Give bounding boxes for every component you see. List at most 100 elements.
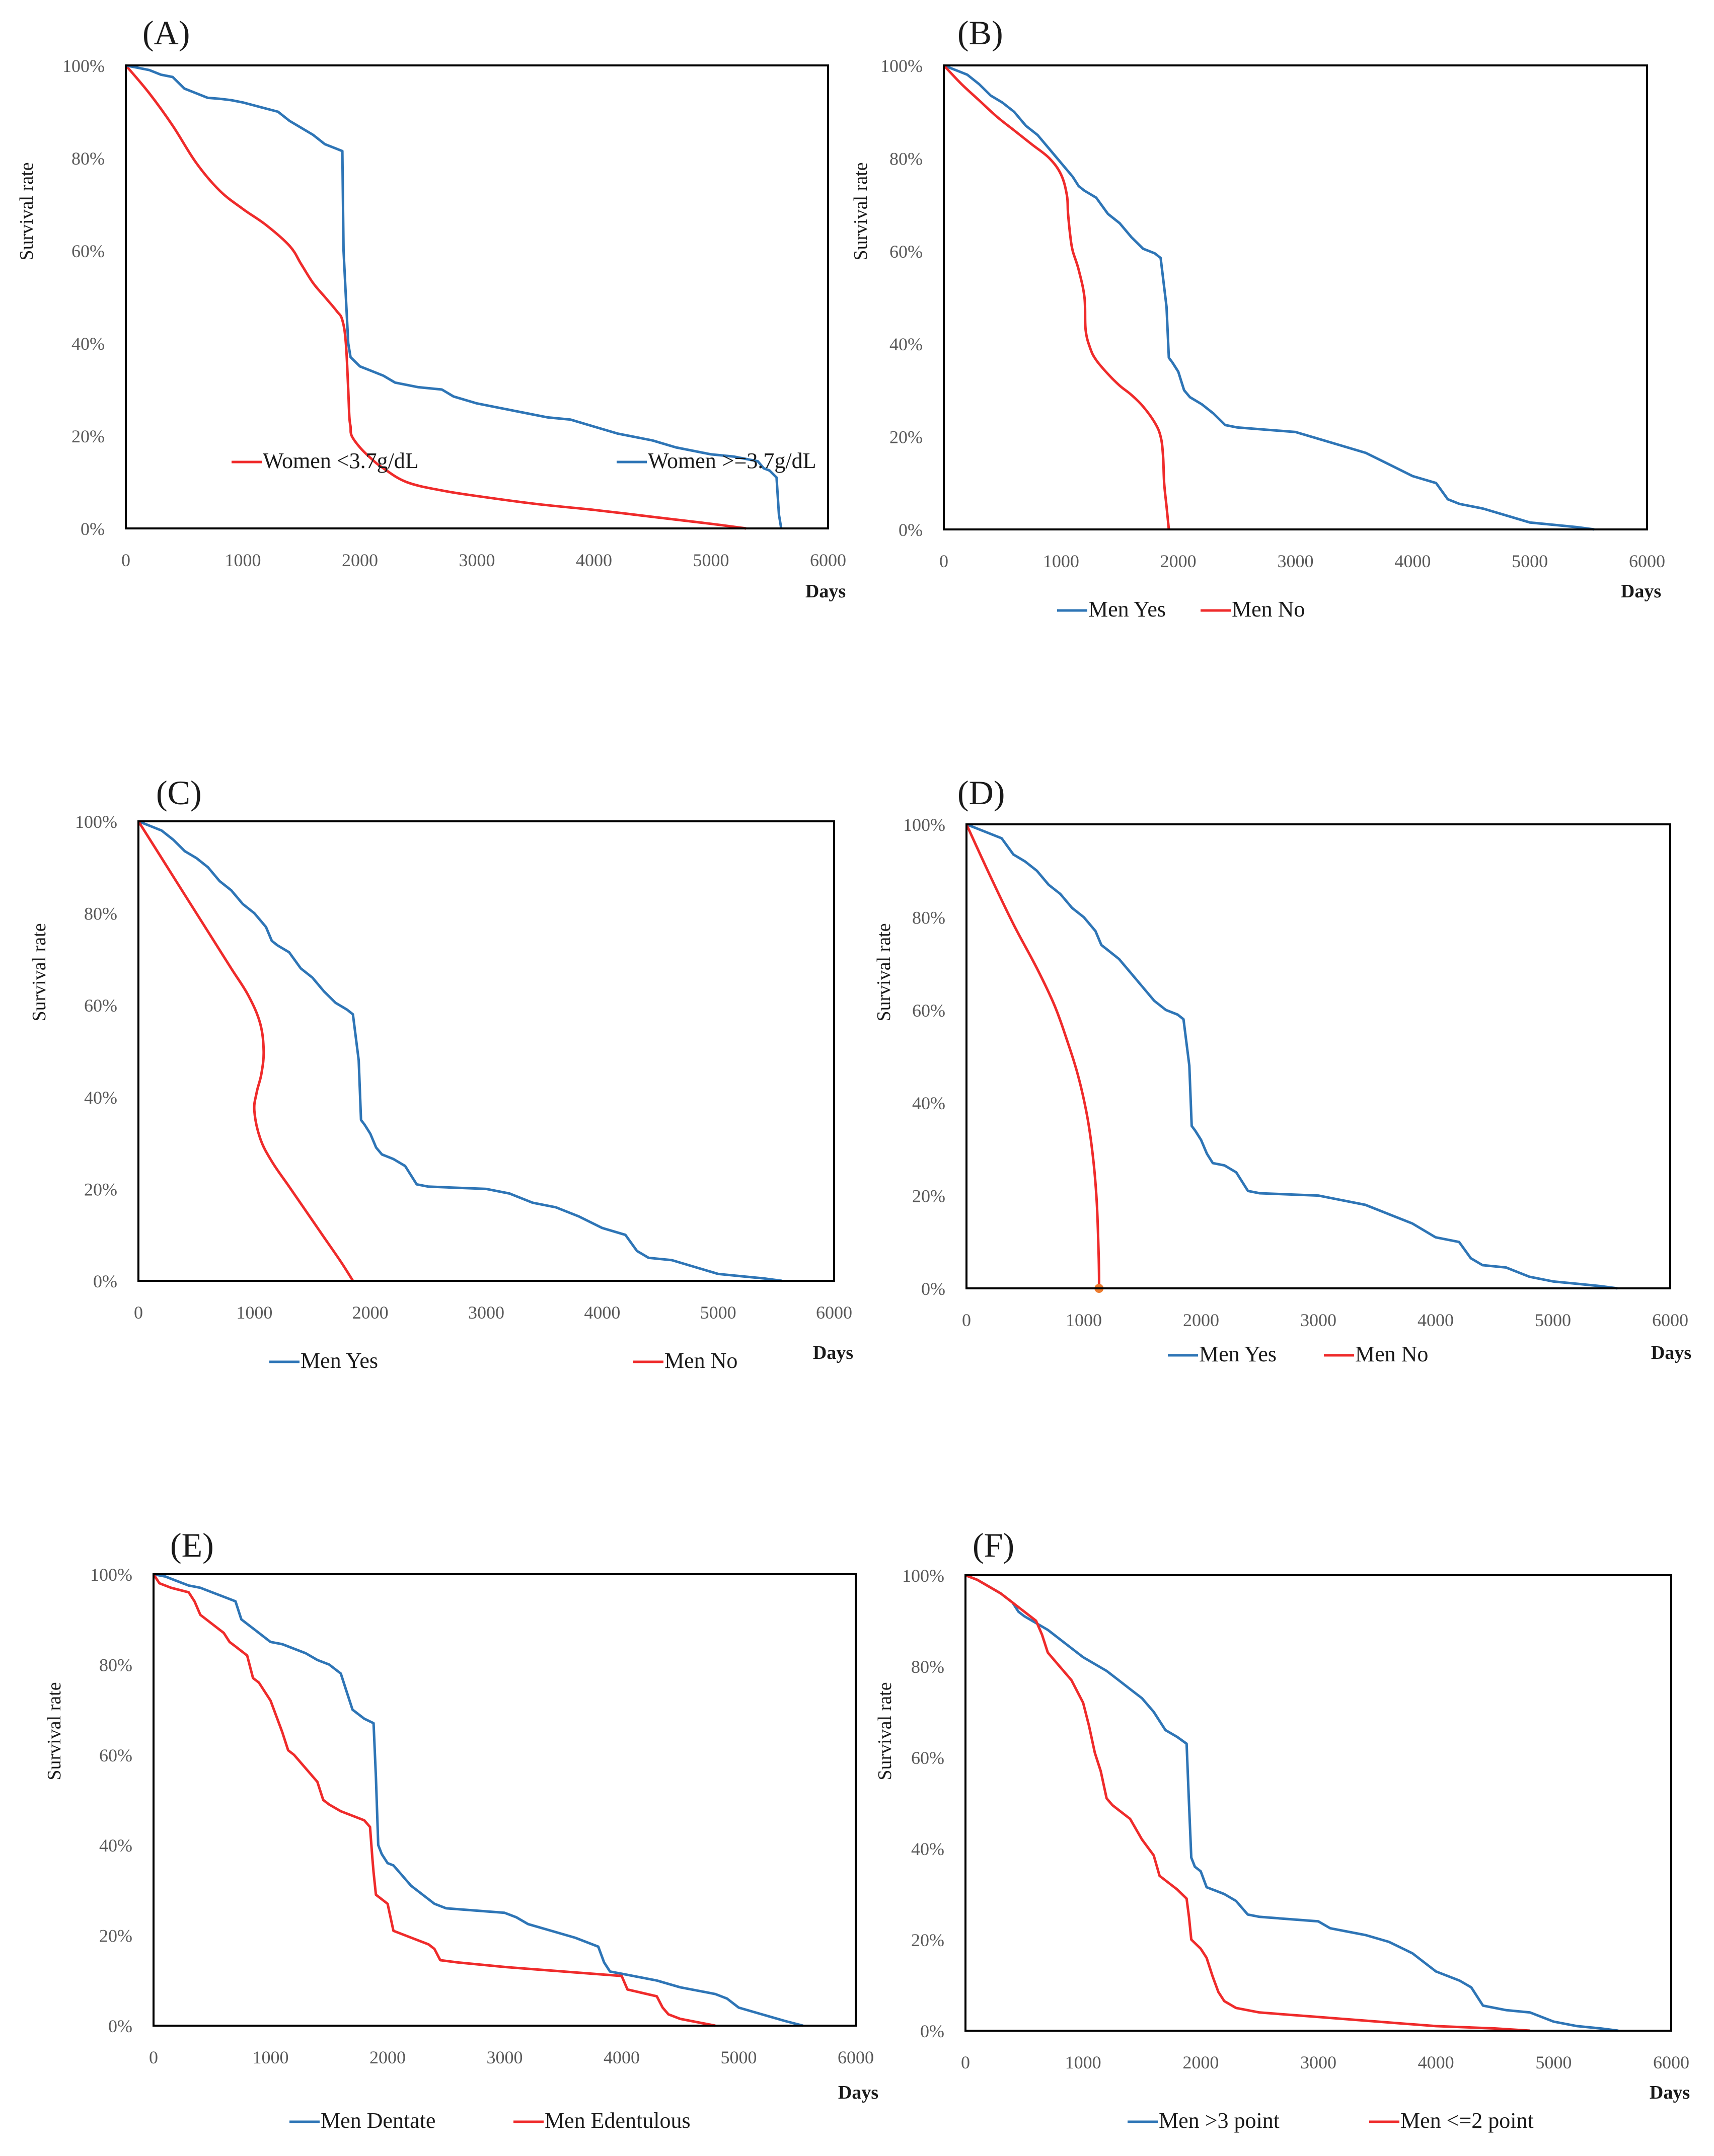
plot-frame bbox=[125, 64, 829, 529]
series-line-men-yes bbox=[966, 823, 1618, 1290]
y-tick-label: 20% bbox=[84, 1179, 117, 1199]
series-line-men-edentulous bbox=[152, 1573, 716, 2027]
y-axis-label: Survival rate bbox=[29, 923, 50, 1021]
y-tick-label: 20% bbox=[889, 427, 923, 447]
legend-label: Men Yes bbox=[1199, 1342, 1277, 1366]
x-tick-label: 4000 bbox=[1418, 1310, 1454, 1330]
y-tick-label: 0% bbox=[899, 520, 923, 540]
legend-label: Men No bbox=[664, 1348, 737, 1373]
panel-c: (C) 0% 20% 40% 60% 80% 100% 0 1000 2000 3000 4000 50… bbox=[29, 774, 853, 1373]
x-tick-label: 1000 bbox=[253, 2047, 289, 2067]
x-tick-label: 3000 bbox=[468, 1302, 504, 1323]
legend-label: Men Dentate bbox=[321, 2108, 435, 2133]
y-axis-label: Survival rate bbox=[16, 162, 37, 260]
x-tick-label: 5000 bbox=[693, 550, 729, 570]
series-line-men-dentate bbox=[153, 1573, 804, 2027]
y-tick-label: 60% bbox=[84, 995, 117, 1016]
y-tick-label: 100% bbox=[90, 1565, 132, 1585]
panel-f: (F) 0% 20% 40% 60% 80% 100% 0 1000 2000 3000 4000 50… bbox=[874, 1526, 1690, 2133]
series-line-men-yes bbox=[943, 64, 1595, 531]
y-tick-label: 100% bbox=[880, 56, 923, 76]
panel-a: (A) 0% 20% 40% 60% 80% 100% 0 1000 2000 3000 4000 50… bbox=[16, 14, 846, 602]
legend-label: Men Yes bbox=[1088, 597, 1166, 622]
y-tick-label: 80% bbox=[911, 1657, 944, 1677]
y-tick-label: 40% bbox=[912, 1093, 945, 1113]
series-line-women-3-7g-dl bbox=[125, 64, 783, 529]
y-axis-label: Survival rate bbox=[873, 923, 895, 1021]
y-tick-label: 60% bbox=[911, 1748, 944, 1768]
legend-label: Men No bbox=[1355, 1342, 1428, 1366]
y-tick-label: 80% bbox=[99, 1655, 132, 1675]
x-tick-label: 4000 bbox=[1418, 2052, 1454, 2072]
x-axis-label: Days bbox=[813, 1342, 853, 1363]
x-axis-label: Days bbox=[1651, 1342, 1691, 1363]
x-tick-label: 2000 bbox=[1183, 1310, 1219, 1330]
x-tick-label: 0 bbox=[962, 1310, 971, 1330]
y-tick-label: 20% bbox=[911, 1930, 944, 1950]
x-tick-label: 0 bbox=[961, 2052, 970, 2072]
series-line-women-3-7g-dl bbox=[125, 64, 747, 530]
panel-b: (B) 0% 20% 40% 60% 80% 100% 0 1000 2000 3000 4000 50… bbox=[850, 14, 1665, 622]
x-tick-label: 4000 bbox=[584, 1302, 620, 1323]
x-tick-label: 6000 bbox=[816, 1302, 852, 1323]
y-tick-label: 60% bbox=[889, 242, 923, 262]
y-tick-label: 80% bbox=[84, 904, 117, 924]
legend-label: Men >3 point bbox=[1159, 2108, 1280, 2133]
x-axis-label: Days bbox=[1650, 2082, 1690, 2103]
x-tick-label: 5000 bbox=[1535, 2052, 1572, 2072]
x-tick-label: 6000 bbox=[1653, 2052, 1689, 2072]
y-tick-label: 60% bbox=[71, 241, 105, 261]
x-tick-label: 2000 bbox=[369, 2047, 406, 2067]
plot-frame bbox=[965, 823, 1671, 1289]
legend-label: Men Edentulous bbox=[545, 2108, 691, 2133]
panel-label: (C) bbox=[156, 774, 202, 812]
x-tick-label: 6000 bbox=[838, 2047, 874, 2067]
x-tick-label: 4000 bbox=[576, 550, 612, 570]
panel-label: (B) bbox=[957, 14, 1003, 52]
y-tick-label: 0% bbox=[108, 2016, 132, 2036]
x-tick-label: 5000 bbox=[721, 2047, 757, 2067]
y-tick-label: 100% bbox=[75, 812, 117, 832]
y-tick-label: 20% bbox=[99, 1926, 132, 1946]
y-tick-label: 40% bbox=[84, 1088, 117, 1108]
x-tick-label: 6000 bbox=[810, 550, 846, 570]
panel-d: (D) 0% 20% 40% 60% 80% 100% 0 1000 2000 3000 4000 50… bbox=[873, 774, 1691, 1366]
y-tick-label: 100% bbox=[903, 815, 945, 835]
x-tick-label: 5000 bbox=[1535, 1310, 1571, 1330]
y-tick-label: 40% bbox=[889, 334, 923, 354]
y-tick-label: 0% bbox=[920, 2021, 944, 2041]
series-line-men-2-point bbox=[965, 1574, 1530, 2032]
x-tick-label: 3000 bbox=[1300, 2052, 1336, 2072]
y-axis-label: Survival rate bbox=[850, 162, 871, 260]
series-line-men-no bbox=[943, 64, 1170, 530]
x-tick-label: 0 bbox=[134, 1302, 143, 1323]
y-axis-label: Survival rate bbox=[874, 1682, 896, 1780]
y-tick-label: 20% bbox=[912, 1186, 945, 1206]
x-tick-label: 2000 bbox=[1182, 2052, 1219, 2072]
y-tick-label: 0% bbox=[81, 519, 105, 539]
x-tick-label: 2000 bbox=[352, 1302, 389, 1323]
y-tick-label: 80% bbox=[889, 148, 923, 169]
x-tick-label: 3000 bbox=[1278, 551, 1314, 571]
plot-frame bbox=[964, 1574, 1672, 2032]
panel-e: (E) 0% 20% 40% 60% 80% 100% 0 1000 2000 3000 4000 50… bbox=[44, 1526, 878, 2133]
x-tick-label: 1000 bbox=[1065, 2052, 1101, 2072]
y-tick-label: 40% bbox=[99, 1835, 132, 1856]
y-tick-label: 40% bbox=[71, 334, 105, 354]
x-axis-label: Days bbox=[805, 581, 846, 602]
panel-label: (D) bbox=[957, 774, 1005, 812]
x-tick-label: 1000 bbox=[225, 550, 261, 570]
x-axis-label: Days bbox=[1621, 581, 1661, 602]
y-axis-label: Survival rate bbox=[44, 1682, 65, 1780]
y-tick-label: 60% bbox=[912, 1000, 945, 1021]
legend-label: Men No bbox=[1232, 597, 1305, 622]
y-tick-label: 80% bbox=[71, 148, 105, 169]
x-tick-label: 2000 bbox=[342, 550, 378, 570]
x-tick-label: 4000 bbox=[1394, 551, 1431, 571]
x-tick-label: 3000 bbox=[487, 2047, 523, 2067]
x-tick-label: 1000 bbox=[1043, 551, 1079, 571]
legend-label: Men <=2 point bbox=[1400, 2108, 1534, 2133]
plot-frame bbox=[153, 1573, 857, 2027]
